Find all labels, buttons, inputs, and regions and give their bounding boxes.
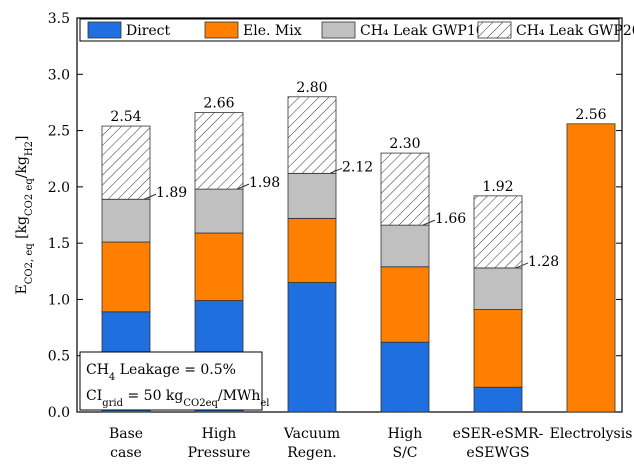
subscript: H2 [24,141,35,156]
x-tick-line: Regen. [287,445,337,461]
bar-segment [287,172,337,219]
legend-label: CH₄ Leak GWP100 [360,23,494,39]
x-tick-line: High [202,426,237,442]
bar-segment [473,267,523,310]
x-tick-line: Base [109,426,143,442]
x-tick-line: Electrolysis [550,426,633,442]
y-tick-label: 1.0 [48,292,70,308]
text-part: Leakage = 0.5% [115,362,236,378]
bar-segment [380,341,430,413]
cumulative-label: 1.28 [528,254,559,270]
bar-segment [101,198,151,243]
annotation-box [79,351,263,411]
bar-segment [287,96,337,174]
x-tick-line: eSEWGS [466,445,529,461]
y-tick-label: 3.5 [48,11,70,27]
y-tick-label: 0.0 [48,405,70,421]
legend-swatch [204,21,239,39]
bar-segment [566,123,616,413]
total-label: 2.66 [203,96,234,112]
bar-segment [380,224,430,268]
y-tick-label: 2.0 [48,180,70,196]
text-part: ] [14,136,30,141]
legend-swatch [321,21,356,39]
annotation: CIgrid = 50 kgCO2eq/MWhel [86,388,270,409]
text-part: /kg [14,156,30,178]
cumulative-label: 1.89 [156,185,187,201]
subscript: 4 [109,372,115,383]
bar-segment [194,112,244,190]
x-tick-line: Pressure [188,445,251,461]
bar-segment [101,125,151,200]
total-label: 2.54 [110,109,141,125]
y-tick-label: 2.5 [48,124,70,140]
x-tick-label: Vacuum Regen. [283,426,340,461]
bar-segment [194,232,244,301]
text-part: CH [86,362,109,378]
text-part: [kg [14,216,30,243]
cumulative-label: 2.12 [342,159,373,175]
subscript: el [260,398,269,409]
total-label: 1.92 [482,179,513,195]
y-tick-label: 1.5 [48,236,70,252]
x-tick-line: High [388,426,423,442]
text-part: /MWh [218,388,260,404]
total-label: 2.30 [389,136,420,152]
x-tick-line: Vacuum [283,426,340,442]
text-part: CI [86,388,102,404]
bar-segment [380,152,430,226]
label-leader [143,193,157,200]
bar-segment [473,309,523,388]
text-part: = 50 kg [123,388,183,404]
label-leader [422,219,436,226]
bar-segment [101,241,151,313]
x-tick-line: eSER-eSMR- [453,426,544,442]
bar-segment [287,217,337,283]
label-leader [236,183,250,190]
bar-segment [194,188,244,234]
label-leader [329,167,343,174]
legend-label: CH₄ Leak GWP20 [516,23,634,39]
plot-frame [76,17,623,413]
annotation: CH4 Leakage = 0.5% [86,362,236,383]
y-axis-label: ECO2, eq [kgCO2 eq/kgH2] [14,136,35,295]
y-tick-label: 0.5 [48,349,70,365]
legend-label: Ele. Mix [243,23,302,39]
bar-segment [380,266,430,343]
bar-segment [473,195,523,269]
legend-label: Direct [126,23,171,39]
total-label: 2.80 [296,80,327,96]
x-tick-label: High S/C [388,426,423,461]
bar-segment [473,386,523,413]
x-tick-label: Base case [109,426,143,461]
total-label: 2.56 [575,107,606,123]
subscript: CO2eq [183,398,218,409]
cumulative-label: 1.98 [249,175,280,191]
legend-swatch [87,21,122,39]
subscript: grid [102,398,123,409]
cumulative-label: 1.66 [435,211,466,227]
label-leader [515,262,529,269]
legend-swatch [477,21,512,39]
x-tick-label: Electrolysis [550,426,633,442]
x-tick-label: High Pressure [188,426,251,461]
text-part: E [14,284,30,294]
y-tick-label: 3.0 [48,67,70,83]
subscript: CO2 eq [24,178,35,216]
x-tick-line: S/C [392,445,417,461]
bar-segment [287,282,337,413]
subscript: CO2, eq [24,243,35,284]
x-tick-label: eSER-eSMR-eSEWGS [453,426,544,461]
x-tick-line: case [110,445,142,461]
